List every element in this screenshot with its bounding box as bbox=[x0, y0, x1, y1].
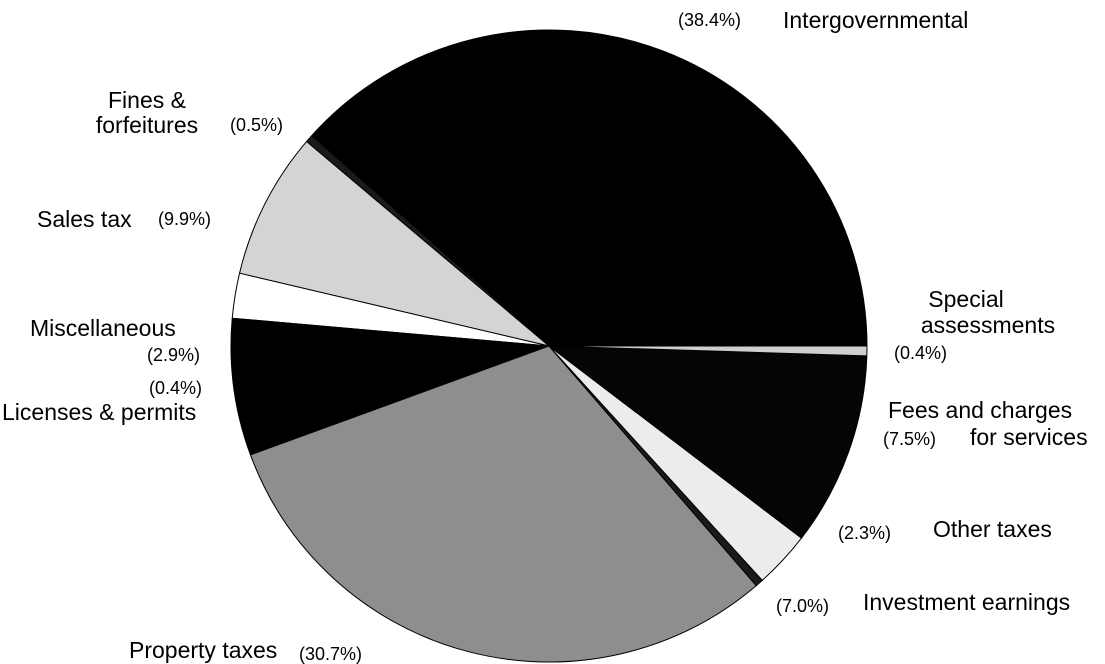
slice-label-group-investment-earnings: (7.0%) Investment earnings bbox=[776, 589, 1070, 616]
slice-label-licenses-permits: Licenses & permits bbox=[2, 399, 196, 425]
slice-label-special-assessments-line2: assessments bbox=[921, 312, 1055, 338]
slice-label-intergovernmental: Intergovernmental bbox=[783, 7, 968, 33]
slice-label-investment-earnings: Investment earnings bbox=[863, 589, 1070, 615]
pie-slice-investment-earnings bbox=[230, 317, 550, 456]
slice-label-miscellaneous: Miscellaneous bbox=[30, 315, 176, 341]
pie-slice-property-taxes bbox=[249, 345, 757, 663]
pie-slice-intergovernmental bbox=[311, 29, 868, 347]
slice-label-sales-tax: Sales tax bbox=[37, 206, 132, 232]
slice-label-group-fines-forfeitures: Fines & forfeitures (0.5%) bbox=[96, 87, 283, 138]
slice-pct-other-taxes: (2.3%) bbox=[838, 523, 891, 543]
slice-label-property-taxes: Property taxes bbox=[129, 637, 277, 663]
slice-label-group-special-assessments: Special assessments (0.4%) bbox=[894, 286, 1055, 363]
slice-label-group-sales-tax: Sales tax (9.9%) bbox=[37, 206, 211, 232]
slice-pct-fines: (0.5%) bbox=[230, 115, 283, 135]
pie-slice-sales-tax bbox=[547, 345, 868, 539]
slice-label-group-intergovernmental: (38.4%) Intergovernmental bbox=[678, 7, 968, 33]
pie-slices bbox=[230, 29, 868, 663]
slice-label-fees-line2: for services bbox=[970, 424, 1088, 450]
slice-pct-property-taxes: (30.7%) bbox=[299, 644, 362, 664]
slice-label-group-fees-and-charges: Fees and charges (7.5%) for services bbox=[883, 397, 1088, 450]
slice-pct-intergovernmental: (38.4%) bbox=[678, 10, 741, 30]
slice-pct-sales-tax: (9.9%) bbox=[158, 209, 211, 229]
slice-label-group-miscellaneous: Miscellaneous (2.9%) bbox=[30, 315, 200, 365]
slice-pct-special-assessments: (0.4%) bbox=[894, 343, 947, 363]
slice-label-special-assessments-line1: Special bbox=[928, 286, 1003, 312]
slice-pct-fees: (7.5%) bbox=[883, 429, 936, 449]
slice-pct-licenses-permits: (0.4%) bbox=[149, 378, 202, 398]
pie-slice-fees-and-charges-for-services bbox=[238, 140, 550, 347]
slice-pct-investment-earnings: (7.0%) bbox=[776, 596, 829, 616]
slice-pct-miscellaneous: (2.9%) bbox=[147, 345, 200, 365]
slice-label-group-licenses-permits: (0.4%) Licenses & permits bbox=[2, 378, 202, 425]
slice-label-group-other-taxes: (2.3%) Other taxes bbox=[838, 516, 1052, 543]
slice-label-fines-line1: Fines & bbox=[108, 87, 186, 113]
slice-label-fines-line2: forfeitures bbox=[96, 112, 198, 138]
pie-slice-fines-forfeitures bbox=[548, 345, 868, 357]
slice-label-group-property-taxes: Property taxes (30.7%) bbox=[129, 637, 362, 664]
slice-label-other-taxes: Other taxes bbox=[933, 516, 1052, 542]
slice-label-fees-line1: Fees and charges bbox=[888, 397, 1072, 423]
